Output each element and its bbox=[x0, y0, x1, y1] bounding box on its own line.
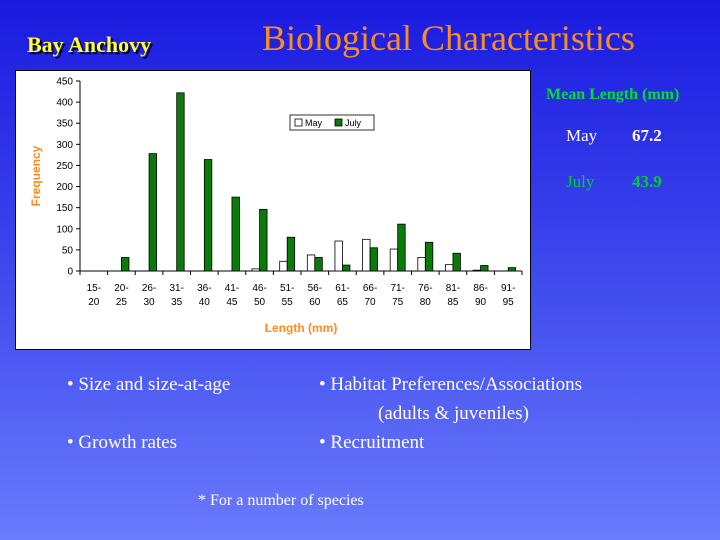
bullet-habitat: • Habitat Preferences/Associations bbox=[319, 374, 583, 395]
bar-july bbox=[231, 196, 240, 272]
bullet-growth: • Growth rates bbox=[67, 432, 178, 453]
y-tick-label: 200 bbox=[56, 182, 73, 193]
mean-label-july: July bbox=[566, 172, 595, 191]
x-tick-label: 45 bbox=[226, 297, 238, 308]
bar-july bbox=[203, 159, 213, 272]
species-subtitle: Bay Anchovy bbox=[27, 32, 152, 57]
mean-length-title: Mean Length (mm) bbox=[546, 86, 680, 103]
x-tick-label: 91- bbox=[501, 283, 515, 294]
bar-may bbox=[389, 248, 399, 272]
mean-value-july: 43.9 bbox=[632, 172, 662, 191]
y-tick-label: 0 bbox=[67, 267, 73, 278]
y-tick-label: 150 bbox=[56, 203, 73, 214]
bar-may bbox=[306, 254, 316, 272]
y-tick-label: 450 bbox=[56, 77, 73, 88]
x-tick-label: 20- bbox=[114, 283, 128, 294]
bar-may bbox=[362, 238, 371, 272]
x-tick-label: 71- bbox=[390, 283, 404, 294]
x-tick-label: 55 bbox=[282, 297, 294, 308]
x-tick-label: 81- bbox=[446, 283, 460, 294]
chart-container: 0 50 100 150 200 250 300 350 400 450 15- 20 20- 25 26-… bbox=[15, 70, 531, 350]
x-tick-label: 76- bbox=[418, 283, 432, 294]
x-tick-label: 30 bbox=[144, 297, 156, 308]
x-tick-label: 46- bbox=[252, 283, 266, 294]
x-tick-label: 31- bbox=[169, 283, 183, 294]
bullet-recruitment: • Recruitment bbox=[319, 432, 425, 453]
x-tick-label: 90 bbox=[475, 297, 487, 308]
x-tick-label: 36- bbox=[197, 283, 211, 294]
y-tick-label: 100 bbox=[56, 224, 73, 235]
x-tick-label: 26- bbox=[142, 283, 156, 294]
bar-july bbox=[397, 223, 406, 272]
x-tick-label: 60 bbox=[309, 297, 321, 308]
footnote: * For a number of species bbox=[198, 492, 364, 509]
mean-label-may: May bbox=[566, 126, 598, 145]
length-frequency-chart: 0 50 100 150 200 250 300 350 400 450 15- 20 20- 25 26-… bbox=[29, 77, 523, 335]
bar-july bbox=[176, 92, 185, 272]
bar-july bbox=[148, 153, 157, 272]
bar-may bbox=[251, 268, 260, 272]
x-tick-label: 35 bbox=[171, 297, 183, 308]
legend-box bbox=[289, 114, 375, 131]
y-tick-label: 400 bbox=[56, 98, 73, 109]
slide-title: Biological Characteristics bbox=[262, 18, 635, 58]
bar-july bbox=[369, 247, 378, 272]
x-axis-title: Length (mm) bbox=[265, 321, 338, 335]
bar-may bbox=[334, 240, 343, 272]
x-tick-label: 25 bbox=[116, 297, 128, 308]
x-tick-label: 70 bbox=[365, 297, 377, 308]
y-tick-label: 300 bbox=[56, 140, 73, 151]
mean-row-may: May 67.2 bbox=[546, 126, 716, 150]
x-tick-label: 75 bbox=[392, 297, 404, 308]
x-tick-label: 40 bbox=[199, 297, 211, 308]
y-tick-label: 250 bbox=[56, 161, 73, 172]
bar-july bbox=[286, 236, 296, 272]
x-tick-label: 56- bbox=[308, 283, 322, 294]
bar-july bbox=[480, 265, 489, 272]
bar-july bbox=[507, 267, 517, 272]
legend-label-july: July bbox=[345, 118, 362, 128]
bar-july bbox=[314, 257, 323, 272]
bar-may bbox=[279, 260, 288, 272]
bar-july bbox=[424, 241, 434, 272]
x-tick-label: 66- bbox=[363, 283, 377, 294]
bar-may bbox=[472, 269, 481, 272]
mean-row-july: July 43.9 bbox=[546, 172, 716, 196]
x-tick-label: 20 bbox=[88, 297, 100, 308]
bar-july bbox=[452, 252, 461, 272]
mean-length-panel: Mean Length (mm) May 67.2 July 43.9 bbox=[546, 86, 716, 196]
bar-may bbox=[417, 257, 426, 272]
bar-may bbox=[445, 264, 454, 272]
x-tick-label: 95 bbox=[503, 297, 515, 308]
x-tick-label: 61- bbox=[335, 283, 349, 294]
legend-label-may: May bbox=[305, 118, 323, 128]
y-axis-title: Frequency bbox=[29, 145, 43, 206]
x-tick-label: 65 bbox=[337, 297, 349, 308]
legend-swatch-may bbox=[294, 118, 303, 127]
y-tick-label: 50 bbox=[62, 245, 74, 256]
bar-july bbox=[121, 257, 130, 272]
x-tick-label: 51- bbox=[280, 283, 294, 294]
x-tick-label: 50 bbox=[254, 297, 266, 308]
bullet-habitat-detail: (adults & juveniles) bbox=[378, 403, 529, 424]
y-tick-label: 350 bbox=[56, 119, 73, 130]
x-tick-label: 80 bbox=[420, 297, 432, 308]
bar-july bbox=[259, 208, 268, 272]
x-tick-label: 86- bbox=[473, 283, 487, 294]
x-tick-label: 85 bbox=[447, 297, 459, 308]
legend-swatch-july bbox=[334, 118, 343, 127]
mean-value-may: 67.2 bbox=[632, 126, 662, 145]
x-tick-label: 41- bbox=[225, 283, 239, 294]
bullet-size: • Size and size-at-age bbox=[67, 374, 231, 395]
x-tick-label: 15- bbox=[87, 283, 101, 294]
bar-july bbox=[342, 264, 351, 272]
